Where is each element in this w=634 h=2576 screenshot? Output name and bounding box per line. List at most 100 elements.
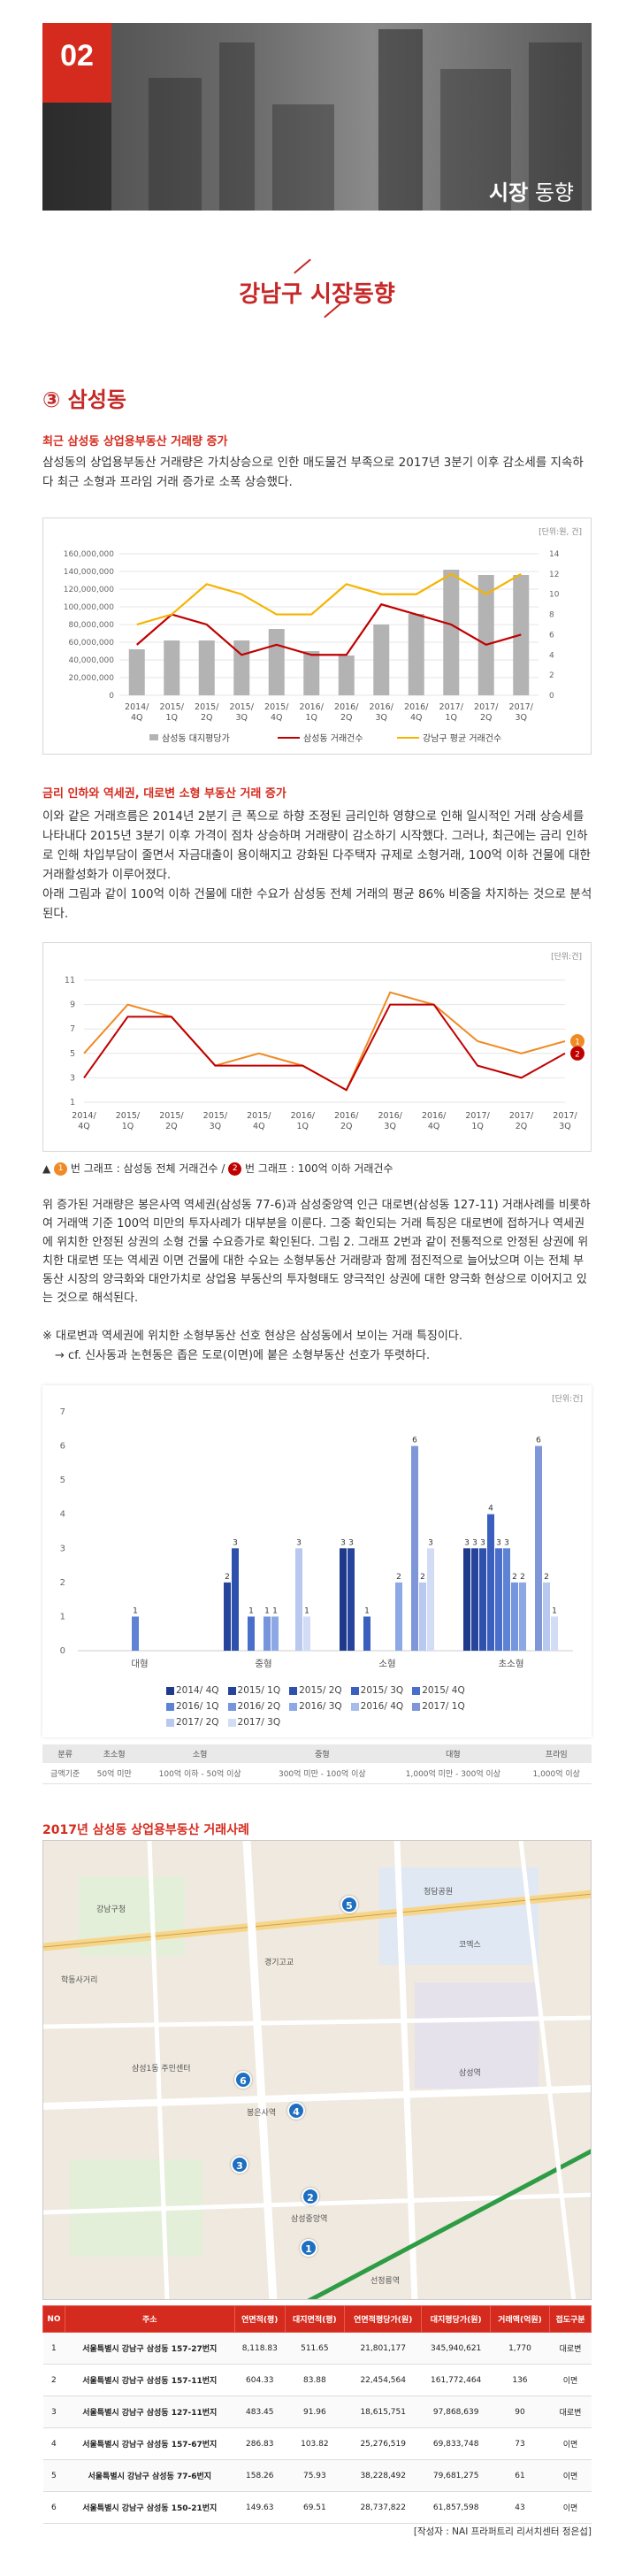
map-marker[interactable]: 6 <box>234 2071 252 2089</box>
size-table-header: 초소형 <box>88 1744 141 1763</box>
y-tick-label: 160,000,000 <box>64 550 115 559</box>
legend-swatch <box>227 1718 236 1727</box>
y-tick-label: 5 <box>70 1049 75 1059</box>
legend-swatch <box>289 1686 298 1695</box>
series-line <box>83 1003 566 1092</box>
deal-table-header: 연면적평당가(원) <box>343 2305 423 2333</box>
source-credit: [작성자 : NAI 프라퍼트리 리서치센터 정은섭] <box>413 2526 592 2537</box>
deal-table-cell: 이면 <box>549 2364 592 2396</box>
x-tick-label: 1Q <box>305 713 317 723</box>
bar <box>248 1616 255 1651</box>
legend-swatch <box>412 1702 421 1711</box>
bar-value-label: 3 <box>504 1538 509 1547</box>
map-marker[interactable]: 2 <box>302 2188 319 2205</box>
deal-map[interactable]: 코엑스 삼성역 봉은사역 삼성중앙역 선정릉역 학동사거리 강남구청 삼성1동 주민센터 청담공… <box>42 1840 592 2300</box>
block2-heading: 금리 인하와 역세권, 대로변 소형 부동산 거래 증가 <box>42 787 286 801</box>
legend-triangle: ▲ <box>42 1162 51 1175</box>
map-marker[interactable]: 1 <box>300 2239 317 2257</box>
deal-table-cell: 73 <box>490 2427 550 2460</box>
deal-table-cell: 149.63 <box>234 2491 286 2524</box>
y-tick-label: 2 <box>60 1578 65 1588</box>
x-tick-label: 2Q <box>340 1122 353 1131</box>
x-tick-label: 초소형 <box>499 1659 524 1669</box>
legend-item: 2015/ 3Q <box>350 1683 403 1698</box>
map-marker[interactable]: 4 <box>287 2102 305 2120</box>
series-line <box>136 572 522 626</box>
bar <box>128 649 145 695</box>
table-row: 2 서울특별시 강남구 삼성동 157-11번지 604.33 83.88 22,454… <box>42 2364 592 2396</box>
bar <box>551 1616 558 1651</box>
legend-item: 2015/ 4Q <box>412 1683 465 1698</box>
bar <box>543 1582 550 1651</box>
x-tick-label: 3Q <box>559 1122 571 1131</box>
map-place-label: 삼성중앙역 <box>291 2215 328 2224</box>
banner-number: 02 <box>60 39 94 73</box>
legend-label: 2015/ 2Q <box>299 1685 342 1696</box>
legend-swatch <box>289 1702 298 1711</box>
x-tick-label: 2016/ <box>404 702 429 712</box>
legend-label: 2017/ 1Q <box>422 1701 465 1712</box>
legend-label: 2016/ 2Q <box>237 1701 281 1712</box>
x-tick-label: 4Q <box>78 1122 90 1131</box>
x-tick-label: 1Q <box>445 713 457 723</box>
deal-table-header: 연면적(평) <box>233 2305 286 2333</box>
map-marker[interactable]: 5 <box>340 1896 358 1913</box>
legend-label: 2015/ 4Q <box>422 1685 465 1696</box>
size-table-cell: 금액기준 <box>42 1763 88 1784</box>
size-table-header: 소형 <box>141 1744 260 1763</box>
bar-value-label: 4 <box>488 1505 493 1514</box>
bar <box>268 629 285 695</box>
deal-table-header: 접도구분 <box>549 2305 592 2333</box>
x-tick-label: 4Q <box>410 713 423 723</box>
bar-value-label: 1 <box>133 1606 138 1615</box>
x-tick-label: 2015/ <box>116 1111 141 1121</box>
deal-table-cell: 이면 <box>549 2427 592 2460</box>
deal-table-cell: 61,857,598 <box>421 2491 491 2524</box>
legend-item: 2016/ 1Q <box>166 1698 219 1714</box>
chart3-box: [단위:건] 0 1 2 3 4 5 6 7 1 대형 2 3 1 1 1 3 1 중형 3 3 1 2 6 2 3 소형 3 3 3 4… <box>42 1385 592 1737</box>
x-tick-label: 2016/ <box>422 1111 447 1121</box>
x-tick-label: 2Q <box>340 713 353 723</box>
bar <box>471 1548 478 1651</box>
y-tick-label: 0 <box>60 1646 65 1656</box>
map-place-label: 선정릉역 <box>370 2277 401 2286</box>
y2-tick-label: 10 <box>549 591 560 600</box>
bar <box>295 1548 302 1651</box>
chart3-legend: 2014/ 4Q 2015/ 1Q 2015/ 2Q 2015/ 3Q 2015/ 4Q… <box>42 1683 592 1730</box>
map-place-label: 학동사거리 <box>61 1976 98 1985</box>
bar <box>408 614 424 695</box>
bar <box>348 1548 355 1651</box>
bar-value-label: 3 <box>296 1538 302 1547</box>
deal-table-cell: 이면 <box>549 2491 592 2524</box>
bar <box>303 651 320 695</box>
legend-label: 2016/ 1Q <box>176 1701 219 1712</box>
legend-text-1: 번 그래프 : 삼성동 전체 거래건수 / <box>70 1162 225 1175</box>
deal-table-cell: 1,770 <box>490 2332 550 2365</box>
section-title: 강남구 시장동향 <box>239 281 395 308</box>
map-svg <box>43 1841 591 2299</box>
block1-text: 삼성동의 상업용부동산 거래량은 가치상승으로 인한 매도물건 부족으로 201… <box>42 456 584 489</box>
map-place-label: 강남구청 <box>96 1905 126 1914</box>
x-tick-label: 2016/ <box>334 1111 359 1121</box>
size-table-cell: 100억 이하 - 50억 이상 <box>141 1763 260 1784</box>
deal-table-cell: 서울특별시 강남구 삼성동 157-27번지 <box>65 2332 235 2365</box>
y2-tick-label: 8 <box>549 611 554 620</box>
x-tick-label: 2015/ <box>195 702 219 712</box>
deal-table-cell: 97,868,639 <box>421 2396 491 2428</box>
table-row: 6 서울특별시 강남구 삼성동 150-21번지 149.63 69.51 28,737… <box>42 2491 592 2524</box>
bar-value-label: 1 <box>248 1606 254 1615</box>
deal-table-cell: 22,454,564 <box>344 2364 422 2396</box>
block2-text: 이와 같은 거래흐름은 2014년 2분기 큰 폭으로 하향 조정된 금리인하 … <box>42 809 591 882</box>
deal-table-cell: 1 <box>42 2332 65 2365</box>
chart2-legend: ▲ 1 번 그래프 : 삼성동 전체 거래건수 / 2 번 그래프 : 100억… <box>42 1161 393 1176</box>
section-banner: 02 시장 동향 <box>42 23 592 211</box>
deal-table-cell: 이면 <box>549 2459 592 2492</box>
x-tick-label: 4Q <box>428 1122 440 1131</box>
y-tick-label: 9 <box>70 1000 75 1010</box>
deal-table-cell: 서울특별시 강남구 삼성동 127-11번지 <box>65 2396 235 2428</box>
map-marker[interactable]: 3 <box>231 2156 248 2174</box>
x-tick-label: 2016/ <box>378 1111 402 1121</box>
deal-table-cell: 2 <box>42 2364 65 2396</box>
y-tick-label: 60,000,000 <box>68 639 114 648</box>
bar-value-label: 2 <box>225 1573 230 1582</box>
